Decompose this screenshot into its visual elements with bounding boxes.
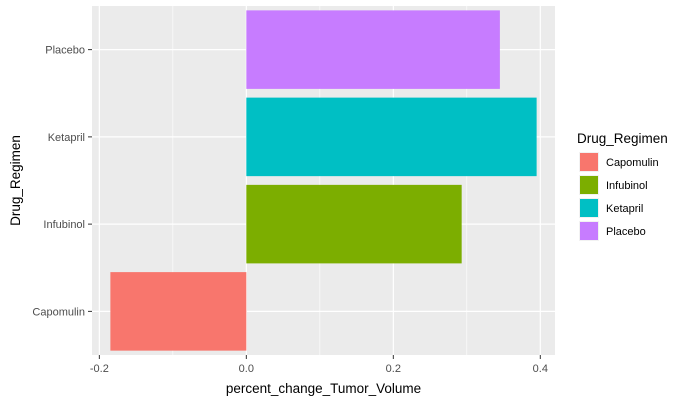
- x-tick-label: -0.2: [90, 363, 109, 375]
- y-tick-label: Ketapril: [48, 132, 85, 144]
- bar-placebo: [246, 10, 500, 89]
- y-tick-label: Placebo: [45, 45, 85, 57]
- bar-capomulin: [110, 272, 247, 351]
- legend-title: Drug_Regimen: [577, 131, 668, 146]
- x-tick-label: 0.2: [386, 363, 401, 375]
- legend-items: Capomulin Infubinol Ketapril Placebo: [579, 152, 659, 241]
- legend-swatch-capomulin: [580, 153, 598, 171]
- y-axis-ticks: Capomulin Infubinol Ketapril Placebo: [32, 45, 92, 318]
- legend-swatch-ketapril: [580, 199, 598, 217]
- bar-ketapril: [246, 97, 537, 177]
- x-tick-label: 0.4: [533, 363, 548, 375]
- legend: Drug_Regimen Capomulin Infubinol Ketapril P…: [577, 131, 668, 241]
- x-tick-label: 0.0: [239, 363, 254, 375]
- legend-label: Ketapril: [606, 203, 643, 215]
- legend-label: Capomulin: [606, 157, 659, 169]
- legend-swatch-placebo: [580, 222, 598, 240]
- legend-swatch-infubinol: [580, 176, 598, 194]
- y-tick-label: Infubinol: [43, 219, 85, 231]
- legend-label: Infubinol: [606, 180, 648, 192]
- bars: [110, 10, 537, 351]
- legend-label: Placebo: [606, 226, 646, 238]
- y-tick-label: Capomulin: [32, 306, 85, 318]
- x-axis-title: percent_change_Tumor_Volume: [226, 381, 421, 396]
- bar-infubinol: [246, 184, 462, 264]
- y-axis-title: Drug_Regimen: [8, 135, 23, 226]
- x-axis-ticks: -0.2 0.0 0.2 0.4: [90, 355, 548, 375]
